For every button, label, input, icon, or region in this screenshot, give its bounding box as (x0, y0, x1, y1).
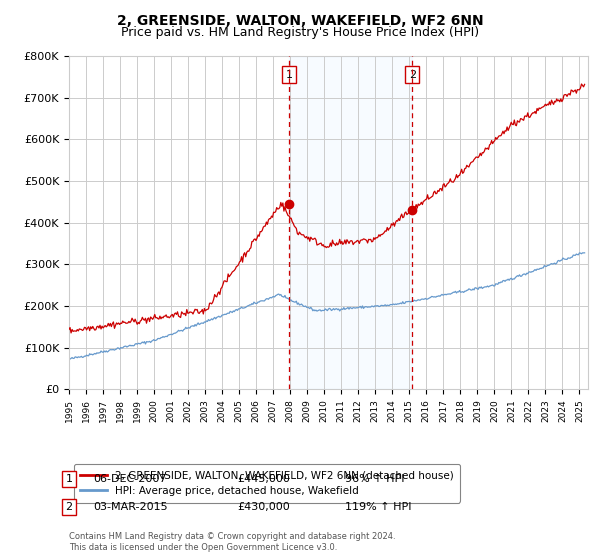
Text: 1: 1 (286, 70, 292, 80)
Text: 06-DEC-2007: 06-DEC-2007 (93, 474, 167, 484)
Text: 96% ↑ HPI: 96% ↑ HPI (345, 474, 404, 484)
Text: 03-MAR-2015: 03-MAR-2015 (93, 502, 167, 512)
Text: 2: 2 (65, 502, 73, 512)
Bar (289, 56, 412, 389)
Text: Contains HM Land Registry data © Crown copyright and database right 2024.: Contains HM Land Registry data © Crown c… (69, 532, 395, 541)
Text: 119% ↑ HPI: 119% ↑ HPI (345, 502, 412, 512)
Text: £430,000: £430,000 (237, 502, 290, 512)
Text: This data is licensed under the Open Government Licence v3.0.: This data is licensed under the Open Gov… (69, 543, 337, 552)
Text: 1: 1 (65, 474, 73, 484)
Text: 2: 2 (409, 70, 416, 80)
Text: £445,000: £445,000 (237, 474, 290, 484)
Text: Price paid vs. HM Land Registry's House Price Index (HPI): Price paid vs. HM Land Registry's House … (121, 26, 479, 39)
Text: 2, GREENSIDE, WALTON, WAKEFIELD, WF2 6NN: 2, GREENSIDE, WALTON, WAKEFIELD, WF2 6NN (116, 14, 484, 28)
Legend: 2, GREENSIDE, WALTON, WAKEFIELD, WF2 6NN (detached house), HPI: Average price, d: 2, GREENSIDE, WALTON, WAKEFIELD, WF2 6NN… (74, 464, 460, 502)
